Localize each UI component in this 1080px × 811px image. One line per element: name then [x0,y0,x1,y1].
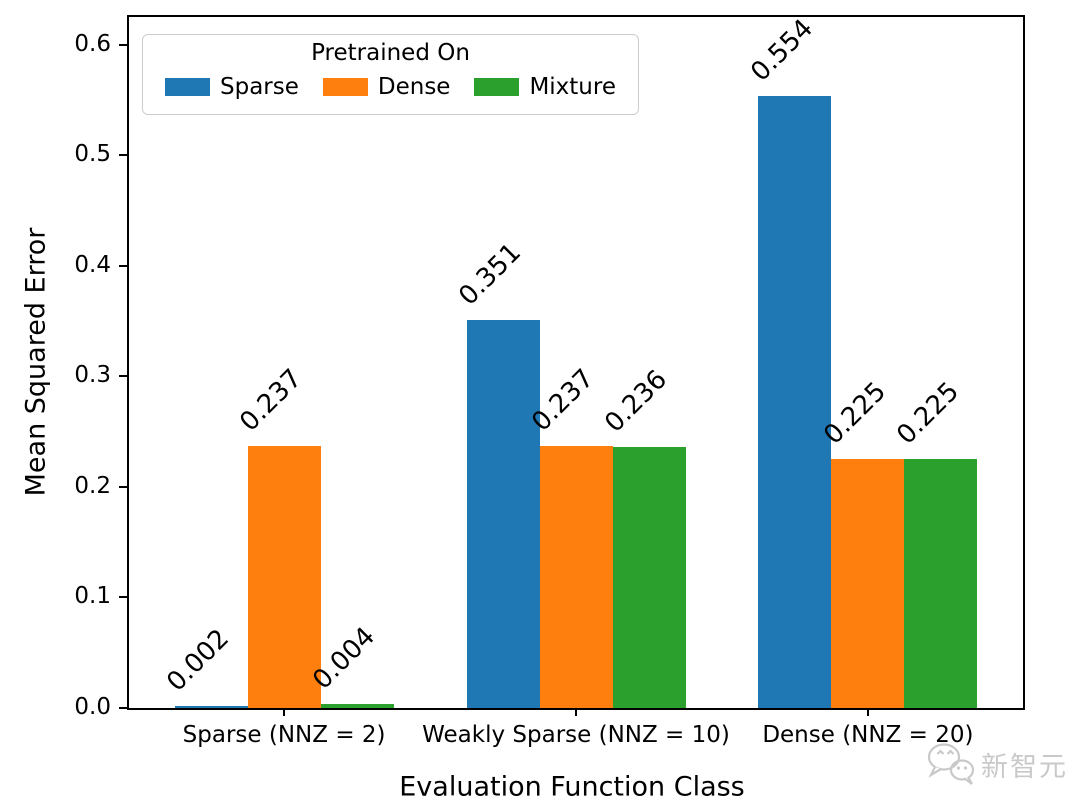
bar-value-label: 0.351 [453,237,528,312]
bar-sparse-1 [466,319,540,708]
bar-dense-0 [247,445,321,708]
bar-value-label: 0.236 [599,364,674,439]
bar-value-label: 0.225 [891,376,965,451]
legend-item-sparse: Sparse [165,74,299,100]
y-tick-label: 0.4 [74,251,111,278]
watermark: 新智元 [923,740,1068,788]
chat-bubbles-logo-icon [927,743,975,785]
y-tick-label: 0.3 [74,362,111,389]
legend-item-dense: Dense [322,74,451,100]
bar-value-label: 0.002 [161,623,236,698]
legend-item-mixture: Mixture [474,74,616,100]
x-axis-label: Evaluation Function Class [399,771,745,803]
legend-title: Pretrained On [311,40,470,66]
bar-value-label: 0.554 [745,13,819,87]
y-tick-mark [119,264,127,267]
bar-dense-1 [539,445,613,708]
bar-mixture-0 [320,703,394,708]
x-tick-mark [866,708,869,716]
y-tick-mark [119,707,127,709]
legend-row: Sparse Dense Mixture [143,74,638,100]
legend: Pretrained On Sparse Dense Mixture [142,34,639,115]
x-tick-label: Weakly Sparse (NNZ = 10) [422,722,730,748]
bar-dense-2 [831,459,905,708]
bar-value-label: 0.237 [234,363,309,438]
legend-swatch-dense-icon [322,78,368,96]
watermark-text: 新智元 [981,751,1068,783]
legend-label-sparse: Sparse [220,74,299,100]
y-tick-mark [119,485,127,488]
legend-label-mixture: Mixture [529,74,616,100]
y-tick-label: 0.6 [74,30,111,57]
y-tick-label: 0.0 [74,694,111,720]
x-tick-mark [575,708,577,716]
legend-swatch-mixture-icon [474,78,520,96]
y-tick-mark [119,596,127,599]
y-tick-label: 0.5 [74,141,111,168]
y-tick-mark [119,375,127,378]
y-tick-label: 0.2 [74,472,111,499]
y-tick-mark [119,43,127,46]
plot-area: Pretrained On Sparse Dense Mixture 0.0 0.… [74,13,1025,748]
x-tick-mark [283,708,286,716]
legend-label-dense: Dense [377,74,451,100]
y-axis-label: Mean Squared Error [20,227,52,497]
x-tick-label: Dense (NNZ = 20) [762,722,974,748]
bar-sparse-0 [174,705,248,708]
x-tick-label: Sparse (NNZ = 2) [182,722,386,748]
y-tick-label: 0.1 [74,583,111,610]
bar-mixture-2 [904,459,978,708]
legend-swatch-sparse-icon [165,78,210,96]
y-tick-mark [119,154,127,157]
bar-mixture-1 [612,447,686,708]
bar-sparse-2 [758,95,832,708]
